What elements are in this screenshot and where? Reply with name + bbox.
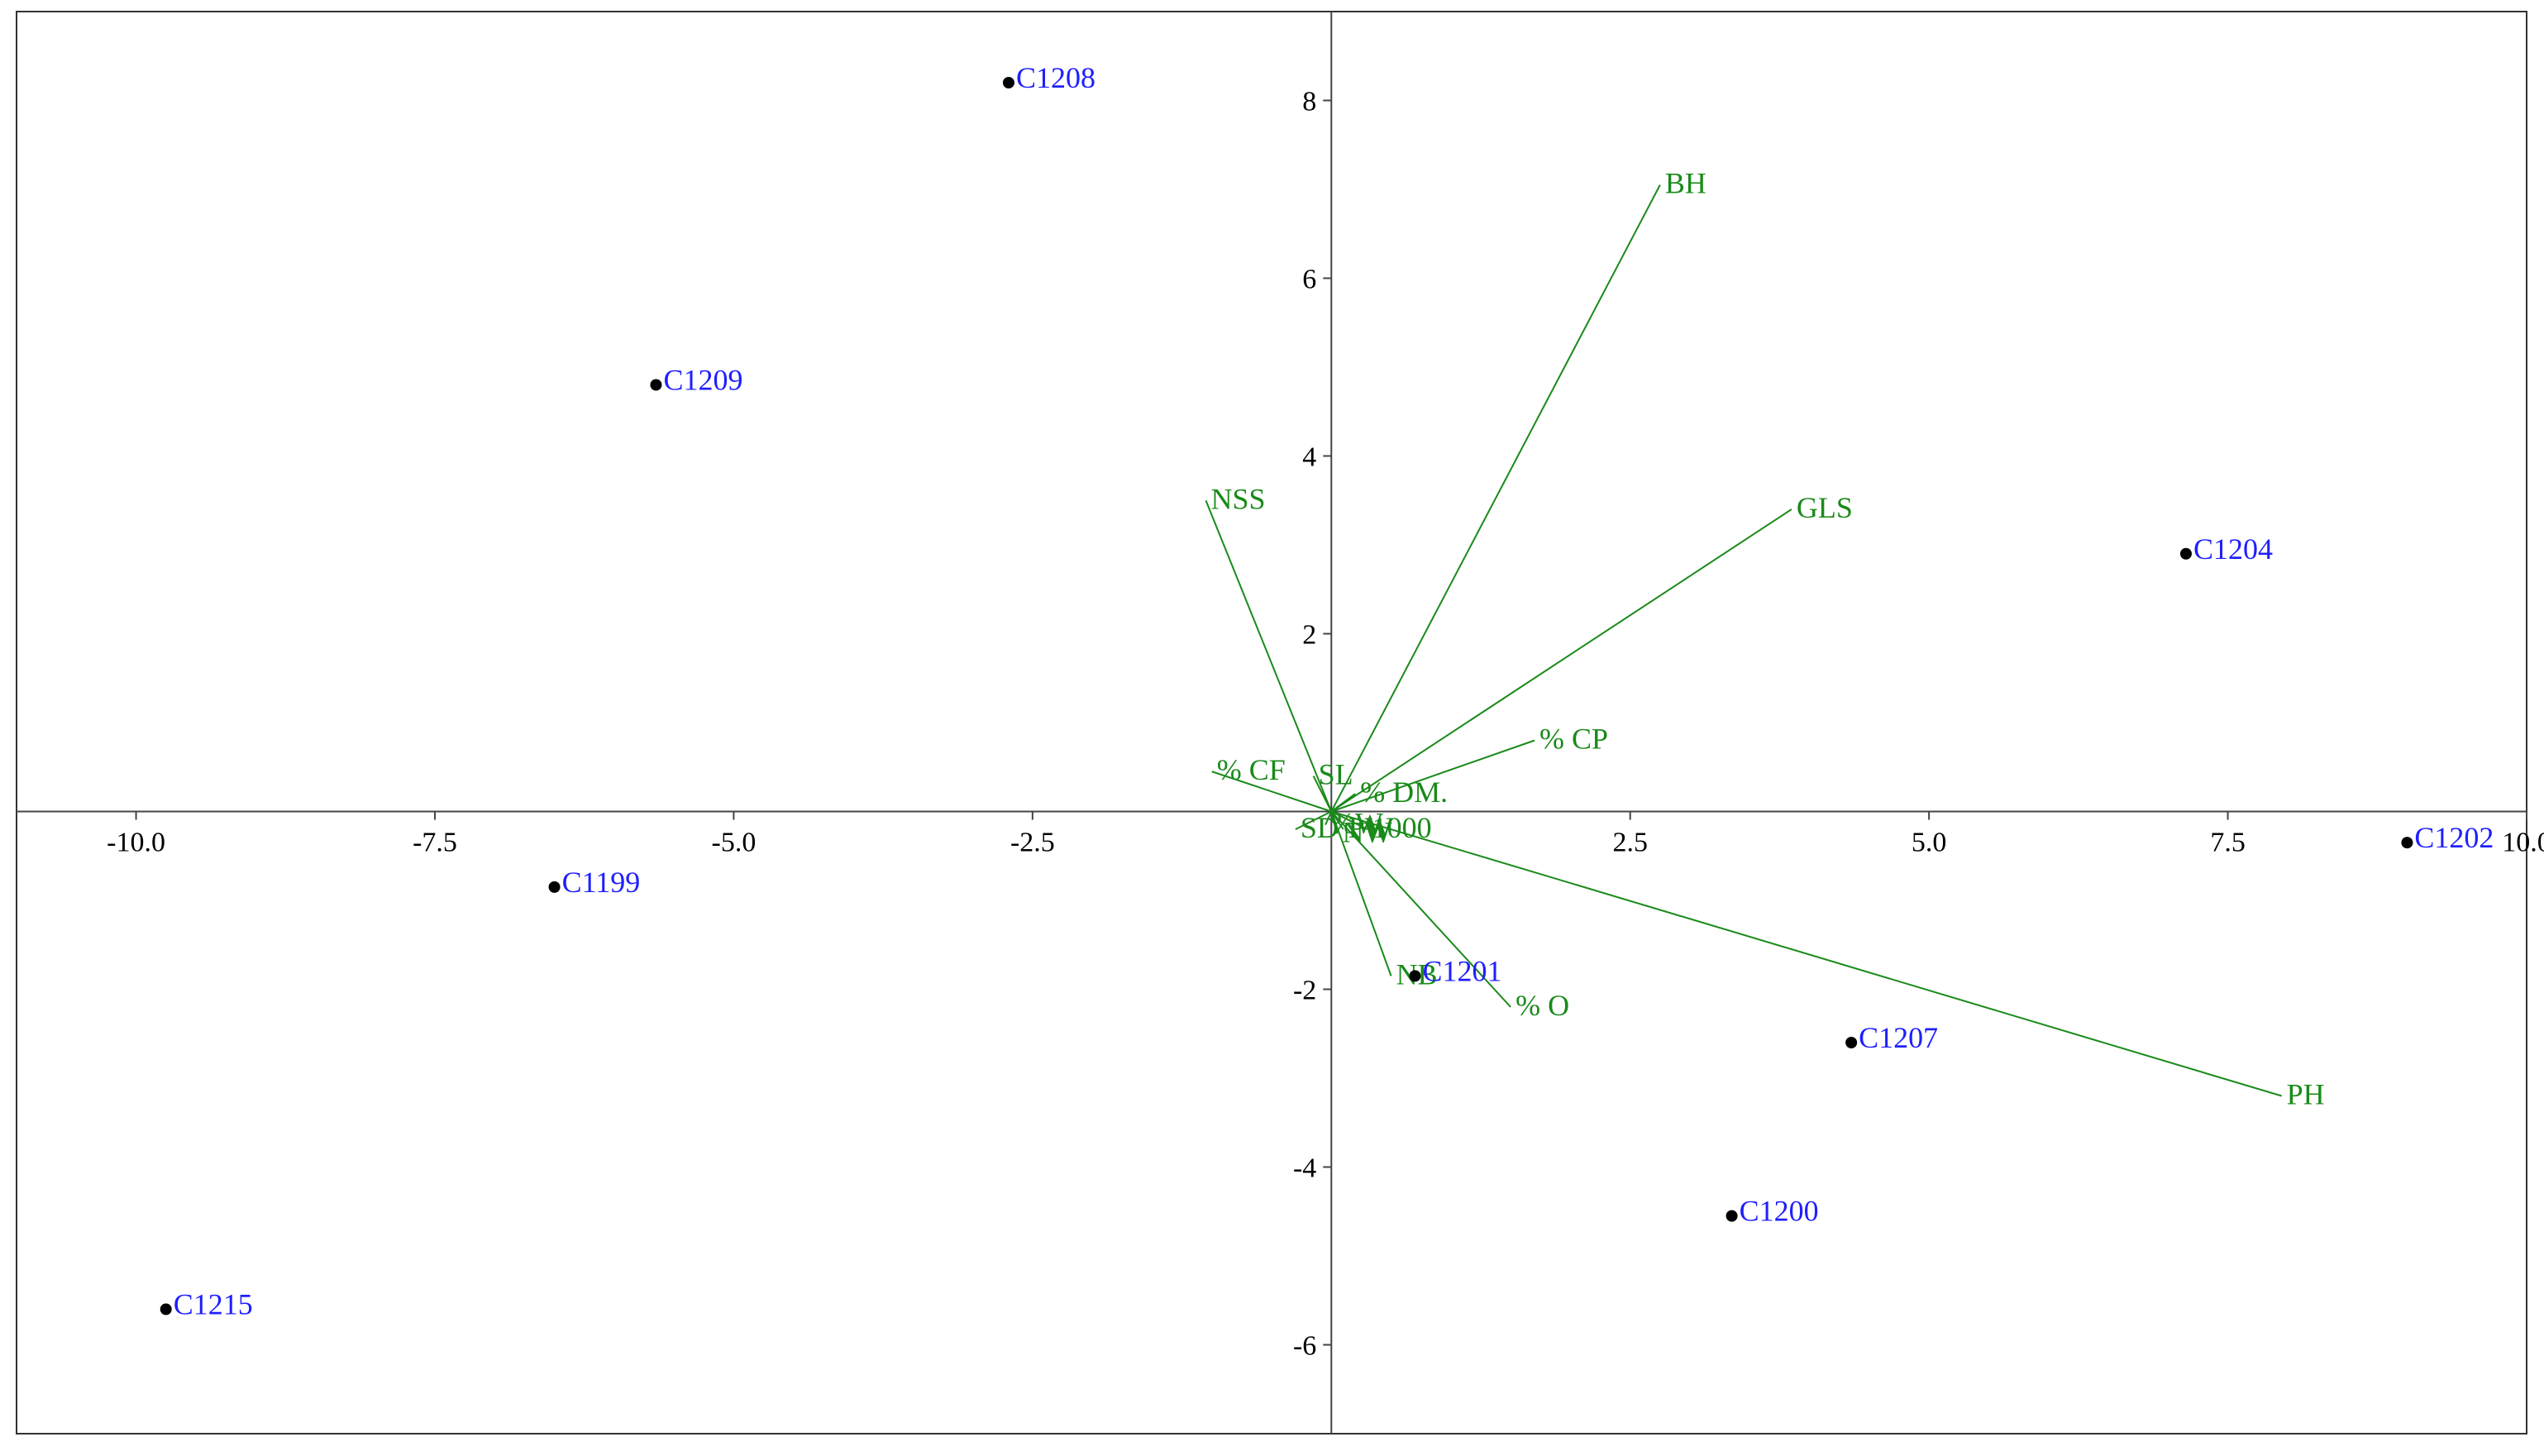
variable-vector-sl	[1312, 776, 1333, 812]
plot-frame	[16, 11, 2527, 1435]
axes	[17, 12, 2527, 1434]
variable-vector-ph	[1330, 810, 2282, 1097]
observation-label-c1199: C1199	[562, 866, 641, 899]
variable-label-cp: % CP	[1539, 723, 1608, 756]
observation-label-c1208: C1208	[1016, 61, 1095, 94]
observation-point-c1215	[160, 1303, 172, 1315]
observation-label-c1201: C1201	[1422, 954, 1501, 987]
observation-label-c1207: C1207	[1859, 1021, 1938, 1054]
y-tick-label: 4	[1302, 442, 1316, 473]
variable-vector-bh	[1330, 184, 1661, 812]
variable-vector-1000	[1330, 810, 1368, 830]
variable-vector-nss	[1205, 499, 1333, 812]
y-tick-label: -2	[1293, 976, 1316, 1006]
variable-vector-o	[1330, 810, 1511, 1008]
variable-label-gls: GLS	[1797, 491, 1853, 524]
variable-vector-gls	[1330, 508, 1792, 813]
variable-label-bh: BH	[1665, 167, 1706, 200]
observation-point-c1208	[1002, 77, 1014, 88]
variable-label-dm: % DM.	[1360, 776, 1448, 809]
variable-label-cf: % CF	[1217, 753, 1286, 786]
observation-point-c1202	[2401, 837, 2413, 849]
x-tick-label: -7.5	[413, 828, 457, 858]
x-axis-ticks: -10.0 -7.5 -5.0 -2.5 2.5 5.0 7.5 10.0	[107, 811, 2544, 858]
y-axis-ticks: 8 6 4 2 -2 -4 -6	[1293, 87, 1332, 1362]
variable-vector-dm	[1330, 793, 1356, 813]
observation-point-c1199	[548, 881, 561, 893]
x-tick-label: -5.0	[712, 828, 757, 858]
x-tick-label: 7.5	[2210, 828, 2246, 858]
observation-point-c1201	[1409, 970, 1421, 982]
x-tick-label: 2.5	[1612, 828, 1648, 858]
y-tick-label: -6	[1293, 1331, 1316, 1362]
observation-label-c1200: C1200	[1740, 1195, 1819, 1228]
variable-label-nss: NSS	[1210, 482, 1265, 515]
observation-point-c1204	[2179, 547, 2192, 560]
y-tick-label: 6	[1302, 265, 1316, 295]
variable-label-o: % O	[1515, 989, 1569, 1022]
x-tick-label: 5.0	[1912, 828, 1947, 858]
variable-vector-w	[1325, 811, 1333, 826]
variable-label-sl: SL	[1319, 758, 1353, 791]
observation-point-c1200	[1725, 1210, 1738, 1222]
y-tick-label: -4	[1293, 1153, 1316, 1184]
observation-label-c1204: C1204	[2193, 532, 2273, 566]
observation-label-c1209: C1209	[663, 364, 742, 397]
variable-vector-sd	[1295, 810, 1332, 830]
x-tick-label: -10.0	[107, 828, 165, 858]
observation-label-c1202: C1202	[2414, 821, 2494, 854]
y-tick-label: 2	[1302, 620, 1316, 651]
observation-points: C1208 C1209 C1204 C1202 C1199 C1201 C1207 C1200…	[160, 61, 2494, 1321]
x-tick-label: -2.5	[1010, 828, 1055, 858]
variable-vector-cf	[1211, 771, 1332, 813]
observation-label-c1215: C1215	[174, 1288, 253, 1321]
x-tick-label: 10.0	[2502, 828, 2544, 858]
observation-point-c1207	[1845, 1037, 1858, 1048]
observation-point-c1209	[650, 379, 662, 391]
variable-vector-cp	[1330, 739, 1535, 813]
variable-vector-nb	[1330, 811, 1392, 976]
variable-label-ph: PH	[2287, 1078, 2325, 1111]
y-tick-label: 8	[1302, 87, 1316, 117]
